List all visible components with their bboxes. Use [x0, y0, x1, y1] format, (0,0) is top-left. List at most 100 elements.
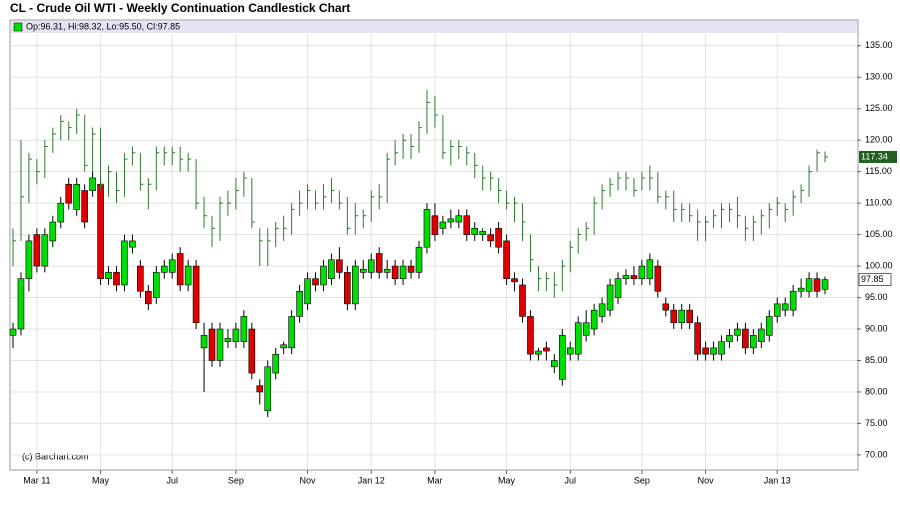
candle-body	[391, 265, 399, 279]
y-tick-label: 100.00	[865, 260, 893, 270]
candle-body	[821, 279, 829, 290]
candle-body	[312, 278, 319, 286]
plot-frame	[9, 19, 859, 471]
candle-body	[240, 316, 248, 342]
chart-title: CL - Crude Oil WTI - Weekly Continuation…	[10, 1, 350, 15]
candle-body	[463, 215, 471, 235]
candle-body	[630, 275, 638, 279]
y-tick-label: 125.00	[865, 103, 893, 113]
candle-body	[383, 268, 391, 273]
y-tick-label: 110.00	[865, 198, 892, 208]
candle-body	[41, 234, 49, 267]
candle-body	[527, 316, 534, 355]
candle-body	[256, 385, 264, 393]
candle-body	[25, 240, 33, 279]
candle-body	[375, 253, 383, 273]
candle-body	[686, 309, 693, 324]
y-tick-label: 70.00	[865, 449, 888, 459]
candle-body	[431, 215, 439, 235]
x-tick-label: May	[92, 475, 110, 485]
y-tick-label: 95.00	[865, 292, 888, 302]
candle-body	[105, 272, 112, 279]
candle-body	[49, 221, 57, 242]
candle-body	[129, 240, 136, 248]
candle-body	[503, 240, 510, 279]
candle-body	[614, 278, 622, 298]
candle-body	[65, 183, 73, 204]
x-tick-label: Mar 11	[23, 475, 50, 485]
candle-body	[590, 309, 598, 330]
candle-body	[471, 228, 479, 235]
candle-body	[797, 287, 805, 292]
candle-body	[551, 360, 558, 368]
candle-body	[272, 353, 280, 374]
candle-body	[678, 309, 686, 324]
candle-body	[336, 259, 343, 273]
candle-body	[765, 316, 773, 336]
x-tick-label: May	[498, 475, 516, 485]
legend-swatch	[13, 22, 23, 32]
candle-body	[726, 335, 733, 342]
y-tick-label: 90.00	[865, 323, 888, 333]
candle-body	[574, 322, 582, 355]
candle-body	[805, 278, 813, 292]
candle-body	[758, 328, 765, 342]
candle-body	[288, 316, 295, 349]
candle-body	[638, 265, 646, 279]
candle-body	[447, 218, 455, 223]
candle-body	[415, 246, 423, 273]
candle-body	[97, 183, 104, 279]
last-price-label: 117.34	[861, 151, 888, 161]
candle-body	[160, 265, 168, 273]
y-tick-label: 85.00	[865, 355, 888, 365]
candle-body	[81, 190, 88, 223]
candle-body	[646, 259, 654, 279]
candle-body	[694, 322, 701, 355]
candle-body	[168, 259, 176, 273]
candle-body	[423, 209, 431, 248]
candle-body	[152, 272, 160, 298]
candle-body	[566, 347, 574, 355]
candle-body	[232, 328, 240, 342]
x-tick-label: Nov	[698, 475, 715, 485]
x-tick-label: Jul	[564, 475, 576, 485]
candle-body	[487, 234, 494, 242]
x-tick-label: Jan 13	[764, 475, 791, 485]
candle-body	[208, 328, 216, 361]
candle-body	[176, 253, 184, 286]
y-tick-label: 115.00	[865, 166, 892, 176]
candle-body	[622, 275, 630, 279]
candle-body	[543, 347, 550, 352]
y-tick-label: 130.00	[865, 72, 893, 82]
x-tick-label: Mar	[427, 475, 443, 485]
candle-body	[670, 309, 678, 324]
candle-body	[718, 341, 725, 355]
candle-body	[113, 272, 120, 286]
candle-body	[304, 278, 311, 305]
candle-body	[519, 284, 526, 317]
candle-body	[200, 335, 208, 349]
candle-body	[535, 350, 542, 355]
candle-body	[662, 303, 670, 311]
candle-body	[192, 265, 200, 324]
candle-body	[734, 328, 741, 336]
candle-body	[789, 290, 797, 311]
candle-body	[89, 177, 96, 191]
candle-body	[248, 328, 256, 374]
x-tick-label: Sep	[634, 475, 650, 485]
last-price-tag	[859, 150, 897, 163]
candle-body	[750, 335, 757, 349]
candle-body	[17, 278, 25, 330]
candle-body	[582, 322, 590, 336]
y-tick-label: 80.00	[865, 386, 888, 396]
candle-body	[184, 265, 192, 286]
candle-body	[280, 344, 287, 349]
x-tick-label: Jul	[166, 475, 178, 485]
candle-body	[439, 221, 447, 229]
x-tick-label: Nov	[300, 475, 317, 485]
candle-body	[558, 335, 566, 380]
candle-body	[495, 228, 502, 248]
candle-body	[710, 347, 717, 355]
